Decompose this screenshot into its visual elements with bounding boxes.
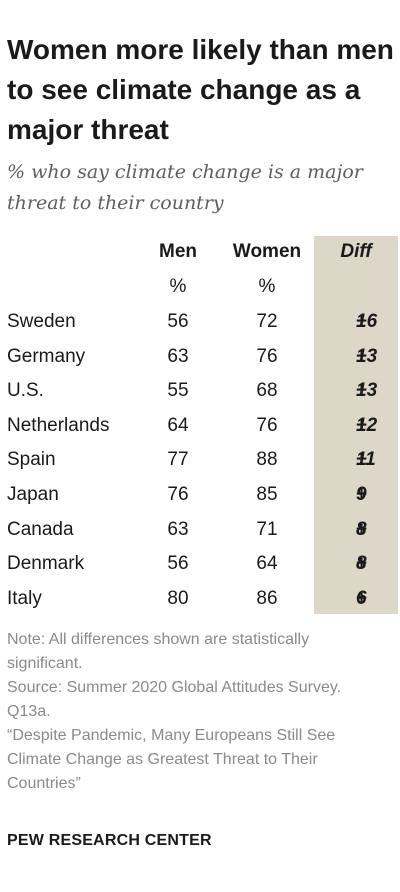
country-label: Japan <box>7 483 59 505</box>
men-value: 63 <box>167 518 189 540</box>
table-row: U.S. 55 68 +13 <box>0 376 400 411</box>
diff-sign: + <box>356 345 368 367</box>
women-value: 76 <box>256 345 278 367</box>
women-value: 64 <box>256 553 278 575</box>
country-label: Sweden <box>7 311 76 332</box>
country-label: U.S. <box>7 380 44 402</box>
country-label: Denmark <box>7 553 85 575</box>
diff-number: 16 <box>356 311 378 332</box>
men-value: 76 <box>167 483 189 505</box>
men-value: 56 <box>167 553 189 575</box>
table-row: Netherlands 64 76 +12 <box>0 411 400 446</box>
women-value: 85 <box>256 483 278 505</box>
country-label: Italy <box>7 587 42 609</box>
chart-title: Women more likely than men to see climat… <box>7 34 394 145</box>
unit-label-men: % <box>169 276 187 297</box>
men-value: 77 <box>167 449 189 471</box>
women-value: 72 <box>256 311 278 332</box>
note-text: Note: All differences shown are statisti… <box>7 631 310 672</box>
table-row: Italy 80 86 +6 <box>0 584 400 619</box>
diff-sign: + <box>356 449 368 471</box>
country-label: Germany <box>7 345 86 367</box>
country-label: Spain <box>7 449 56 471</box>
diff-sign: + <box>356 587 368 609</box>
diff-column-band <box>314 236 398 614</box>
column-header-women: Women <box>232 241 302 262</box>
data-table: Sweden 56 72 +16 Germany 63 76 +13 U.S. 55 68 +13 Ne… <box>0 307 400 618</box>
table-row: Spain 77 88 +11 <box>0 445 400 480</box>
table-row: Canada 63 71 +8 <box>0 515 400 550</box>
women-value: 68 <box>256 380 278 402</box>
chart-subtitle: % who say climate change is a major thre… <box>7 161 363 214</box>
diff-sign: + <box>356 311 368 332</box>
source-text: Source: Summer 2020 Global Attitudes Sur… <box>7 679 342 720</box>
table-row: Japan 76 85 +9 <box>0 480 400 515</box>
diff-number: 12 <box>356 414 378 436</box>
women-value: 76 <box>256 414 278 436</box>
women-value: 71 <box>256 518 278 540</box>
diff-sign: + <box>356 380 368 402</box>
diff-sign: + <box>356 553 368 575</box>
diff-number: 8 <box>356 553 367 575</box>
column-header-diff: Diff <box>340 241 372 262</box>
diff-number: 13 <box>356 380 378 402</box>
diff-sign: + <box>356 414 368 436</box>
women-value: 88 <box>256 449 278 471</box>
men-value: 64 <box>167 414 189 436</box>
diff-number: 11 <box>356 449 376 471</box>
men-value: 80 <box>167 587 189 609</box>
diff-sign: + <box>356 483 368 505</box>
diff-number: 13 <box>356 345 378 367</box>
country-label: Canada <box>7 518 74 540</box>
unit-label-women: % <box>258 276 276 297</box>
notes-block: Note: All differences shown are statisti… <box>7 628 387 796</box>
table-row: Germany 63 76 +13 <box>0 342 400 377</box>
diff-sign: + <box>356 518 368 540</box>
women-value: 86 <box>256 587 278 609</box>
table-row: Denmark 56 64 +8 <box>0 549 400 584</box>
report-title-text: “Despite Pandemic, Many Europeans Still … <box>7 727 336 792</box>
country-label: Netherlands <box>7 414 110 436</box>
organization-name: PEW RESEARCH CENTER <box>7 832 212 849</box>
diff-number: 8 <box>356 518 367 540</box>
column-header-men: Men <box>159 241 197 262</box>
men-value: 55 <box>167 380 189 402</box>
table-row: Sweden 56 72 +16 <box>0 307 400 342</box>
men-value: 63 <box>167 345 189 367</box>
diff-number: 9 <box>356 483 367 505</box>
diff-number: 6 <box>356 587 367 609</box>
men-value: 56 <box>167 311 189 332</box>
